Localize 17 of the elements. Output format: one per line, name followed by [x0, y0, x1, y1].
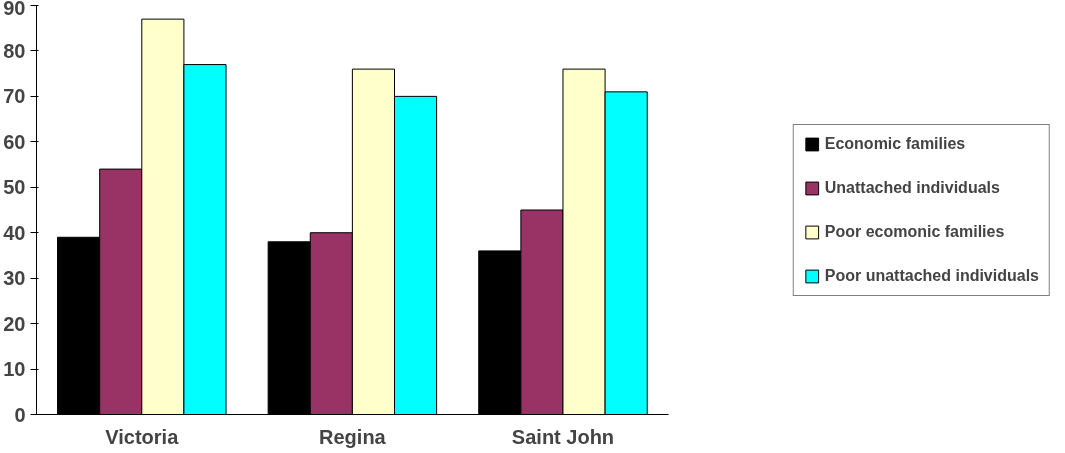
y-tick-label: 20: [3, 312, 26, 335]
y-tick-label: 80: [3, 39, 26, 62]
y-tick-label: 50: [3, 176, 26, 199]
x-tick-label: Regina: [319, 425, 387, 448]
y-tick-label: 70: [3, 85, 26, 108]
y-tick-label: 0: [14, 403, 26, 426]
y-tick-label: 40: [3, 221, 26, 244]
y-tick-label: 60: [3, 130, 26, 153]
x-tick-label: Victoria: [105, 425, 180, 448]
y-tick-label: 10: [3, 358, 26, 381]
y-tick-label: 30: [3, 267, 26, 290]
legend-label: Unattached individuals: [824, 178, 1000, 197]
legend-label: Poor unattached individuals: [824, 266, 1039, 285]
legend-label: Economic families: [824, 134, 966, 153]
x-tick-label: Saint John: [511, 425, 615, 448]
legend-label: Poor ecomonic families: [824, 222, 1005, 241]
y-tick-label: 90: [3, 0, 26, 19]
